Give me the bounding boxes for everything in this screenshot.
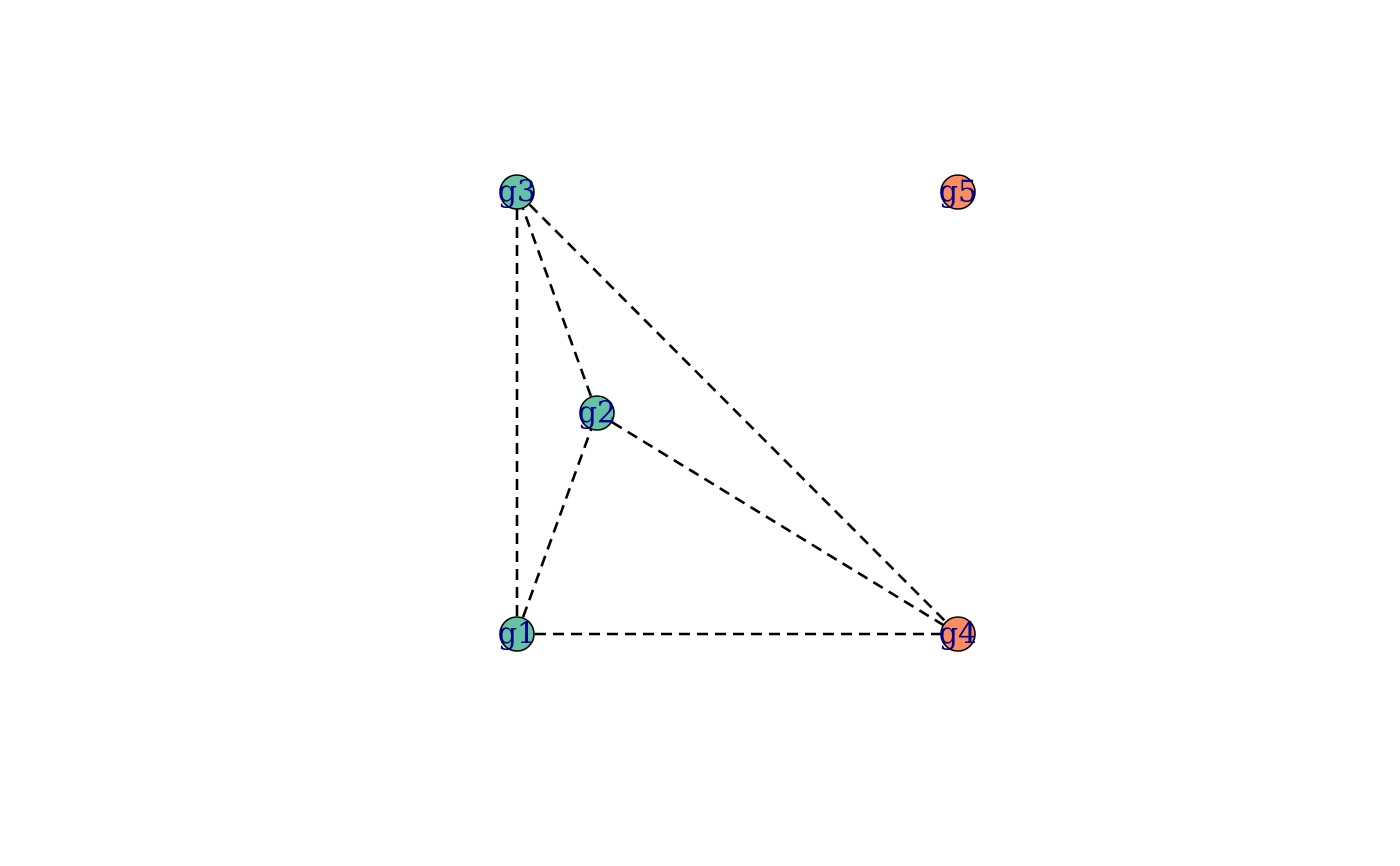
node-g1-circle: [499, 616, 535, 652]
edges-layer: [515, 191, 959, 636]
node-g5: g5: [939, 174, 977, 210]
edge-g1-g2: [515, 412, 599, 635]
node-g5-circle: [940, 174, 976, 210]
node-g2: g2: [578, 395, 616, 431]
node-g5-label: g5: [939, 175, 977, 210]
node-g4: g4: [939, 616, 977, 652]
node-g4-label: g4: [939, 617, 977, 652]
node-g2-circle: [579, 395, 615, 431]
node-g4-circle: [940, 616, 976, 652]
node-g1-label: g1: [498, 617, 536, 652]
nodes-layer: g1 g2 g3 g4 g5: [498, 174, 977, 652]
edge-g2-g4: [596, 411, 959, 636]
node-g3-label: g3: [498, 175, 536, 210]
node-g1: g1: [498, 616, 536, 652]
node-g3: g3: [498, 174, 536, 210]
node-g2-label: g2: [578, 396, 616, 431]
edge-g2-g3: [515, 191, 599, 414]
node-g3-circle: [499, 174, 535, 210]
edge-g3-g4: [516, 191, 959, 635]
